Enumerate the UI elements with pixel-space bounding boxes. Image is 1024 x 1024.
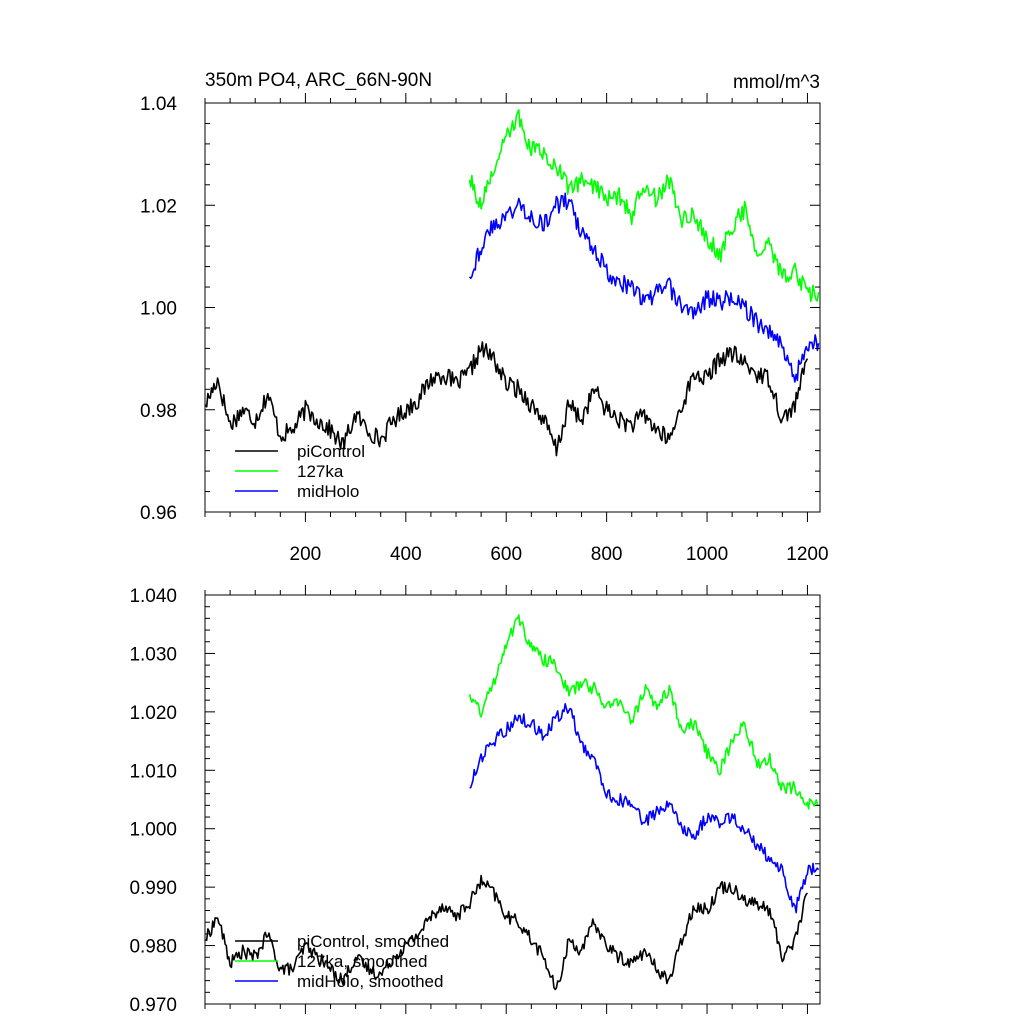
legend-label-picontrol-smoothed: piControl, smoothed [297, 932, 449, 951]
y-tick-label: 0.970 [129, 995, 177, 1016]
top-panel-title: 350m PO4, ARC_66N-90N [205, 70, 432, 91]
x-tick-label: 600 [490, 544, 522, 565]
top-legend: piControl 127ka midHolo [235, 442, 365, 501]
top-panel-units: mmol/m^3 [733, 72, 820, 93]
x-tick-label: 1200 [786, 544, 828, 565]
legend-label-127ka: 127ka [297, 462, 344, 481]
legend-label-picontrol: piControl [297, 442, 365, 461]
top-panel: 350m PO4, ARC_66N-90N mmol/m^3 0.96 0.98 1… [140, 70, 829, 565]
y-tick-label: 0.98 [140, 401, 177, 422]
y-tick-label: 1.040 [129, 586, 177, 607]
y-tick-label: 1.000 [129, 820, 177, 841]
y-tick-label: 1.010 [129, 761, 177, 782]
legend-label-midholo: midHolo [297, 482, 359, 501]
y-tick-label: 0.980 [129, 937, 177, 958]
bottom-series-layer [205, 614, 820, 991]
y-tick-label: 1.00 [140, 299, 177, 320]
legend-label-127ka-smoothed: 127ka, smoothed [297, 952, 427, 971]
bottom-axis-ticks: 0.970 0.980 0.990 1.000 1.010 1.020 1.030 1.040 [129, 585, 820, 1016]
bottom-legend: piControl, smoothed 127ka, smoothed midH… [235, 932, 449, 991]
y-tick-label: 1.020 [129, 703, 177, 724]
series-line-picontrol [204, 341, 809, 457]
y-tick-label: 0.990 [129, 878, 177, 899]
legend-label-midholo-smoothed: midHolo, smoothed [297, 972, 443, 991]
top-plot-frame [204, 102, 821, 513]
y-tick-label: 0.96 [140, 503, 177, 524]
x-tick-label: 800 [591, 544, 623, 565]
top-series-layer [204, 109, 820, 457]
bottom-plot-frame [204, 594, 821, 1005]
y-tick-label: 1.04 [140, 94, 177, 115]
x-tick-label: 200 [290, 544, 322, 565]
series-line-midholo-smoothed [469, 703, 820, 914]
x-tick-label: 1000 [686, 544, 728, 565]
y-tick-label: 1.02 [140, 196, 177, 217]
series-line-midholo [468, 192, 820, 383]
series-line-picontrol-smoothed [205, 874, 809, 991]
y-tick-label: 1.030 [129, 644, 177, 665]
x-tick-label: 400 [390, 544, 422, 565]
series-line-127ka [468, 109, 820, 303]
series-line-127ka-smoothed [468, 614, 819, 810]
top-axis-ticks: 0.96 0.98 1.00 1.02 1.04 200 400 600 800 1000 1200 [140, 93, 829, 565]
bottom-panel: 0.970 0.980 0.990 1.000 1.010 1.020 1.030 1.040… [129, 585, 821, 1016]
